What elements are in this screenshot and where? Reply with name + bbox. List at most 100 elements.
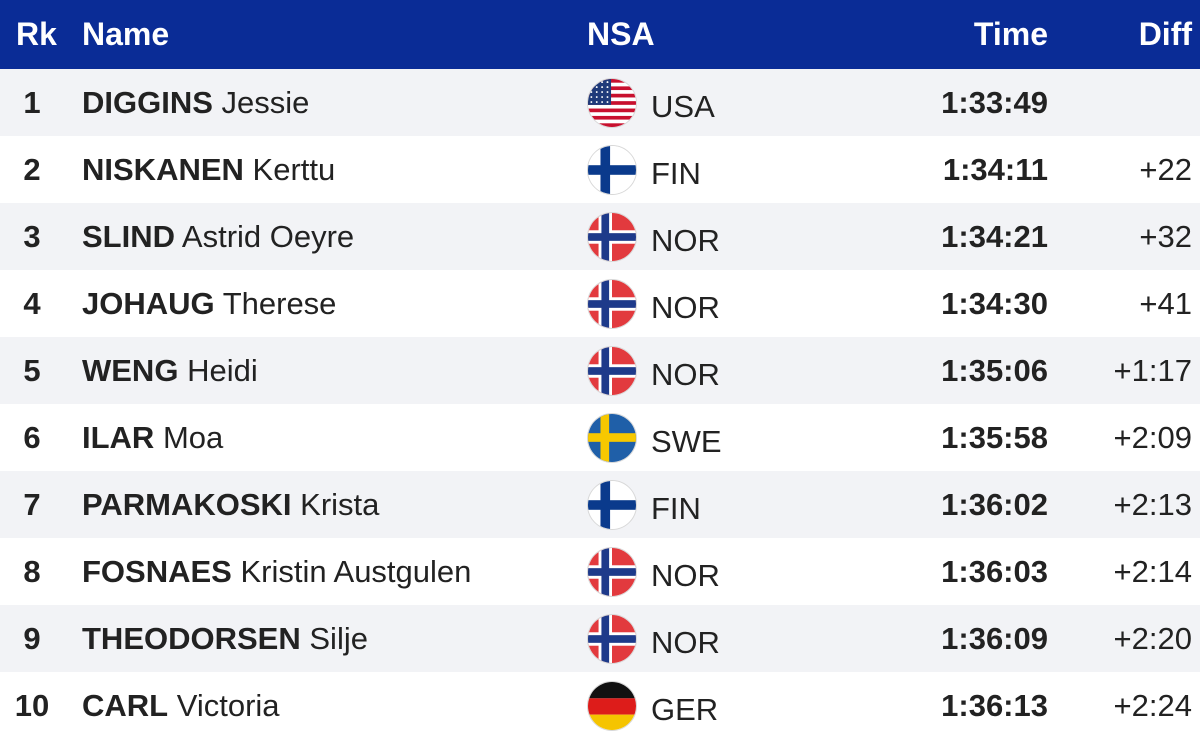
norway-flag-icon xyxy=(587,613,637,664)
header-rank[interactable]: Rk xyxy=(16,16,57,52)
rank-cell: 7 xyxy=(23,486,41,522)
time-cell: 1:34:30 xyxy=(941,285,1048,321)
diff-cell: +1:17 xyxy=(1113,352,1192,388)
athlete-name[interactable]: THEODORSEN Silje xyxy=(82,621,368,657)
nsa-code: GER xyxy=(651,691,719,727)
table-row[interactable]: 8 FOSNAES Kristin Austgulen NOR 1:36:03 … xyxy=(0,538,1200,605)
athlete-given-name: Astrid Oeyre xyxy=(181,218,355,254)
athlete-surname: CARL xyxy=(82,687,169,723)
time-cell: 1:35:06 xyxy=(941,352,1048,388)
diff-cell: +2:13 xyxy=(1113,486,1192,522)
norway-flag-icon xyxy=(587,345,637,396)
nsa-code: FIN xyxy=(651,155,701,191)
finland-flag-icon xyxy=(587,144,637,195)
diff-cell: +2:14 xyxy=(1113,553,1192,589)
rank-cell: 1 xyxy=(23,84,41,120)
nsa-cell: NOR xyxy=(587,345,720,396)
usa-flag-icon xyxy=(587,77,637,128)
athlete-given-name: Heidi xyxy=(187,352,258,388)
athlete-name[interactable]: JOHAUG Therese xyxy=(82,286,336,322)
nsa-code: FIN xyxy=(651,490,701,526)
table-row[interactable]: 7 PARMAKOSKI Krista FIN 1:36:02 +2:13 xyxy=(0,471,1200,538)
athlete-surname: DIGGINS xyxy=(82,84,213,120)
time-cell: 1:36:02 xyxy=(941,486,1048,522)
athlete-surname: WENG xyxy=(82,352,179,388)
table-row[interactable]: 4 JOHAUG Therese NOR 1:34:30 +41 xyxy=(0,270,1200,337)
table-row[interactable]: 3 SLIND Astrid Oeyre NOR 1:34:21 +32 xyxy=(0,203,1200,270)
nsa-code: NOR xyxy=(651,289,720,325)
athlete-name[interactable]: NISKANEN Kerttu xyxy=(82,152,335,188)
athlete-given-name: Silje xyxy=(309,620,368,656)
rank-cell: 3 xyxy=(23,218,41,254)
athlete-surname: PARMAKOSKI xyxy=(82,486,292,522)
table-row[interactable]: 6 ILAR Moa SWE 1:35:58 +2:09 xyxy=(0,404,1200,471)
athlete-name[interactable]: FOSNAES Kristin Austgulen xyxy=(82,554,471,590)
nsa-code: NOR xyxy=(651,557,720,593)
nsa-cell: NOR xyxy=(587,546,720,597)
table-row[interactable]: 5 WENG Heidi NOR 1:35:06 +1:17 xyxy=(0,337,1200,404)
athlete-surname: JOHAUG xyxy=(82,285,215,321)
diff-cell: +22 xyxy=(1139,151,1192,187)
header-name[interactable]: Name xyxy=(82,16,170,52)
athlete-surname: ILAR xyxy=(82,419,155,455)
nsa-cell: FIN xyxy=(587,479,701,530)
header-time[interactable]: Time xyxy=(973,16,1048,52)
diff-cell: +41 xyxy=(1139,285,1192,321)
nsa-cell: NOR xyxy=(587,211,720,262)
sweden-flag-icon xyxy=(587,412,637,463)
time-cell: 1:35:58 xyxy=(941,419,1048,455)
nsa-code: NOR xyxy=(651,624,720,660)
athlete-given-name: Therese xyxy=(222,285,337,321)
rank-cell: 8 xyxy=(23,553,41,589)
header-diff[interactable]: Diff xyxy=(1138,16,1192,52)
rank-cell: 9 xyxy=(23,620,41,656)
norway-flag-icon xyxy=(587,546,637,597)
header-nsa[interactable]: NSA xyxy=(587,16,655,52)
time-cell: 1:36:09 xyxy=(941,620,1048,656)
athlete-name[interactable]: DIGGINS Jessie xyxy=(82,85,309,121)
diff-cell: +2:09 xyxy=(1113,419,1192,455)
rank-cell: 6 xyxy=(23,419,41,455)
time-cell: 1:34:21 xyxy=(941,218,1048,254)
rank-cell: 5 xyxy=(23,352,41,388)
athlete-name[interactable]: SLIND Astrid Oeyre xyxy=(82,219,354,255)
athlete-given-name: Victoria xyxy=(176,687,280,723)
nsa-cell: FIN xyxy=(587,144,701,195)
athlete-given-name: Jessie xyxy=(221,84,310,120)
time-cell: 1:34:11 xyxy=(942,151,1048,187)
diff-cell: +2:20 xyxy=(1113,620,1192,656)
nsa-code: NOR xyxy=(651,222,720,258)
athlete-name[interactable]: PARMAKOSKI Krista xyxy=(82,487,379,523)
athlete-surname: SLIND xyxy=(82,218,175,254)
nsa-cell: USA xyxy=(587,77,715,128)
table-row[interactable]: 2 NISKANEN Kerttu FIN 1:34:11 +22 xyxy=(0,136,1200,203)
athlete-given-name: Kerttu xyxy=(252,151,336,187)
table-row[interactable]: 9 THEODORSEN Silje NOR 1:36:09 +2:20 xyxy=(0,605,1200,672)
diff-cell: +32 xyxy=(1139,218,1192,254)
nsa-cell: SWE xyxy=(587,412,722,463)
nsa-cell: NOR xyxy=(587,613,720,664)
athlete-name[interactable]: CARL Victoria xyxy=(82,688,280,724)
athlete-surname: FOSNAES xyxy=(82,553,232,589)
rank-cell: 4 xyxy=(23,285,41,321)
nsa-code: NOR xyxy=(651,356,720,392)
athlete-name[interactable]: ILAR Moa xyxy=(82,420,223,456)
nsa-code: USA xyxy=(651,88,715,124)
table-row[interactable]: 1 DIGGINS Jessie USA 1:33:49 xyxy=(0,69,1200,136)
norway-flag-icon xyxy=(587,211,637,262)
athlete-surname: THEODORSEN xyxy=(82,620,301,656)
nsa-cell: GER xyxy=(587,680,719,731)
time-cell: 1:36:03 xyxy=(941,553,1048,589)
table-header: Rk Name NSA Time Diff xyxy=(0,0,1200,69)
athlete-surname: NISKANEN xyxy=(82,151,244,187)
athlete-name[interactable]: WENG Heidi xyxy=(82,353,258,389)
nsa-code: SWE xyxy=(651,423,722,459)
rank-cell: 10 xyxy=(14,687,50,723)
germany-flag-icon xyxy=(587,680,637,731)
table-row[interactable]: 10 CARL Victoria GER 1:36:13 +2:24 xyxy=(0,672,1200,739)
athlete-given-name: Moa xyxy=(162,419,224,455)
rank-cell: 2 xyxy=(23,151,41,187)
diff-cell: +2:24 xyxy=(1113,687,1192,723)
norway-flag-icon xyxy=(587,278,637,329)
